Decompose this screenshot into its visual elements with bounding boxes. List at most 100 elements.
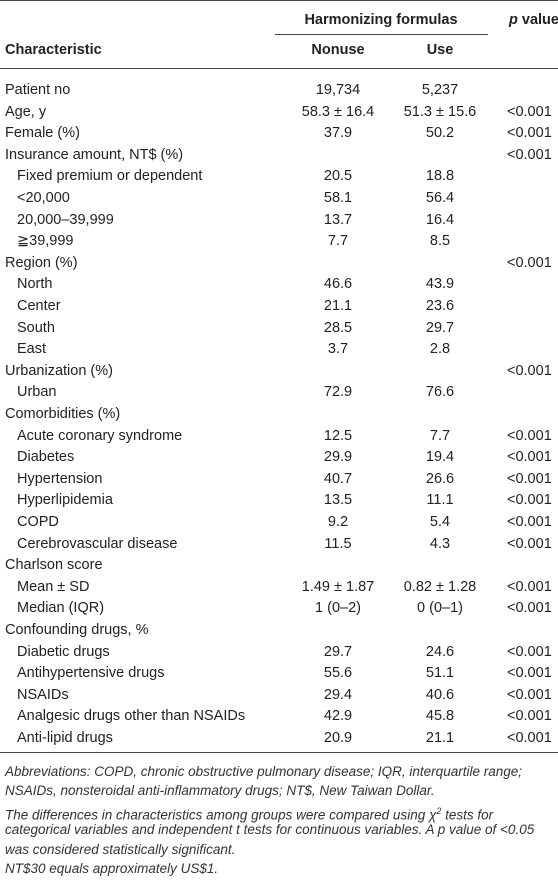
p-cell: <0.001 <box>507 470 552 487</box>
footnote: The differences in characteristics among… <box>5 802 493 825</box>
nonuse-cell: 29.7 <box>323 643 353 660</box>
nonuse-cell: 58.1 <box>323 190 353 206</box>
row-label: South <box>17 319 55 336</box>
use-cell: 24.6 <box>425 643 455 660</box>
use-cell: 26.6 <box>425 470 455 487</box>
nonuse-cell: 58.3 ± 16.4 <box>301 103 375 120</box>
row-label: Female (%) <box>5 125 80 142</box>
row-label: Analgesic drugs other than NSAIDs <box>17 708 246 725</box>
nonuse-cell: 7.7 <box>327 233 349 250</box>
p-cell: <0.001 <box>507 730 552 746</box>
footnote: NSAIDs, nonsteroidal anti-inflammatory d… <box>5 783 435 799</box>
nonuse-cell: 21.1 <box>323 298 353 314</box>
row-label: ≧39,999 <box>17 233 74 250</box>
row-label: Patient no <box>5 82 71 98</box>
nonuse-cell: 3.7 <box>327 341 349 358</box>
row-label: Insurance amount, NT$ (%) <box>5 146 184 163</box>
nonuse-cell: 19,734 <box>315 82 361 98</box>
row-label: 20,000–39,999 <box>17 211 114 228</box>
nonuse-cell: 1.49 ± 1.87 <box>301 578 375 595</box>
p-cell: <0.001 <box>507 449 552 466</box>
p-cell: <0.001 <box>507 146 552 163</box>
row-label: <20,000 <box>17 190 70 206</box>
p-cell: <0.001 <box>507 535 552 552</box>
use-cell: 11.1 <box>426 492 454 509</box>
p-cell: <0.001 <box>507 643 552 660</box>
row-label: Diabetes <box>17 449 75 466</box>
row-label: Anti-lipid drugs <box>17 730 113 746</box>
row-label: Hypertension <box>17 470 103 487</box>
row-label: Hyperlipidemia <box>17 492 113 509</box>
row-label: Comorbidities (%) <box>5 406 121 422</box>
p-cell: <0.001 <box>507 665 552 682</box>
row-label: Fixed premium or dependent <box>17 168 203 185</box>
row-label: Center <box>17 298 61 314</box>
p-rest: value <box>521 12 558 28</box>
top-rule <box>0 0 558 1</box>
row-label: East <box>17 341 47 358</box>
use-cell: 23.6 <box>425 298 455 314</box>
group-header: Harmonizing formulas <box>304 12 458 28</box>
nonuse-cell: 11.5 <box>324 535 352 552</box>
row-label: Charlson score <box>5 557 103 574</box>
characteristic-header: Characteristic <box>5 42 102 58</box>
p-cell: <0.001 <box>507 427 552 444</box>
row-label: COPD <box>17 514 59 530</box>
nonuse-cell: 72.9 <box>323 384 353 401</box>
use-cell: 5.4 <box>429 514 451 530</box>
use-cell: 2.8 <box>429 341 451 358</box>
bottom-rule <box>0 751 558 753</box>
use-cell: 40.6 <box>425 686 455 703</box>
footnote: categorical variables and independent t … <box>5 822 535 838</box>
use-cell: 16.4 <box>425 211 455 228</box>
p-cell: <0.001 <box>507 600 552 617</box>
footnote: Abbreviations: COPD, chronic obstructive… <box>5 763 522 779</box>
row-label: North <box>17 276 53 293</box>
p-cell: <0.001 <box>507 708 552 725</box>
use-cell: 43.9 <box>425 276 455 293</box>
p-header: p value <box>509 11 558 29</box>
row-label: Acute coronary syndrome <box>17 427 183 444</box>
use-cell: 45.8 <box>425 708 455 725</box>
nonuse-cell: 20.9 <box>323 730 353 746</box>
use-header: Use <box>426 42 454 58</box>
p-cell: <0.001 <box>507 514 552 530</box>
use-cell: 21.1 <box>425 730 455 746</box>
use-cell: 18.8 <box>425 168 455 185</box>
use-cell: 51.1 <box>425 665 455 682</box>
footnote: NT$30 equals approximately US$1. <box>5 861 219 877</box>
nonuse-cell: 46.6 <box>323 276 353 293</box>
footnote: was considered statistically significant… <box>5 841 236 857</box>
footnote-text: tests for <box>441 807 494 823</box>
use-cell: 56.4 <box>425 190 455 206</box>
row-label: Confounding drugs, % <box>5 622 149 638</box>
nonuse-cell: 29.9 <box>323 449 353 466</box>
row-label: Urbanization (%) <box>5 362 113 379</box>
use-cell: 50.2 <box>425 125 455 142</box>
p-cell: <0.001 <box>507 125 552 142</box>
use-cell: 5,237 <box>421 82 459 98</box>
nonuse-cell: 40.7 <box>323 470 353 487</box>
use-cell: 4.3 <box>429 535 451 552</box>
row-label: Age, y <box>5 103 47 120</box>
row-label: Median (IQR) <box>17 600 105 617</box>
p-cell: <0.001 <box>507 686 552 703</box>
nonuse-cell: 28.5 <box>323 319 353 336</box>
footnote-sup: 2 <box>436 805 442 816</box>
nonuse-cell: 55.6 <box>323 665 353 682</box>
nonuse-cell: 12.5 <box>323 427 353 444</box>
use-cell: 0 (0–1) <box>417 600 463 617</box>
row-label: NSAIDs <box>17 686 69 703</box>
p-cell: <0.001 <box>507 492 552 509</box>
p-italic: p <box>509 12 518 28</box>
p-cell: <0.001 <box>507 254 552 271</box>
nonuse-cell: 37.9 <box>323 125 353 142</box>
nonuse-cell: 29.4 <box>323 686 353 703</box>
use-cell: 7.7 <box>429 427 451 444</box>
nonuse-header: Nonuse <box>311 42 365 58</box>
row-label: Antihypertensive drugs <box>17 665 165 682</box>
use-cell: 19.4 <box>425 449 455 466</box>
use-cell: 8.5 <box>429 233 451 250</box>
row-label: Mean ± SD <box>17 578 90 595</box>
